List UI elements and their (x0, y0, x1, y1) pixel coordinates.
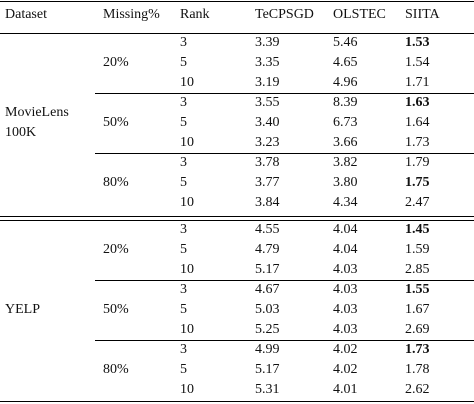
cell-siita: 1.53 (405, 35, 430, 50)
cell-olstec: 4.02 (333, 342, 358, 357)
rule (95, 340, 474, 341)
cell-olstec: 6.73 (333, 115, 358, 130)
cell-tecpsgd: 3.35 (255, 55, 280, 70)
cell-rank: 10 (180, 75, 194, 90)
cell-tecpsgd: 3.40 (255, 115, 280, 130)
cell-olstec: 4.04 (333, 222, 358, 237)
cell-siita: 1.71 (405, 75, 430, 90)
cell-olstec: 5.46 (333, 35, 358, 50)
rule (95, 280, 474, 281)
cell-tecpsgd: 3.78 (255, 155, 280, 170)
cell-tecpsgd: 5.31 (255, 382, 280, 397)
cell-siita: 1.73 (405, 135, 430, 150)
cell-siita: 1.63 (405, 95, 430, 110)
cell-olstec: 4.01 (333, 382, 358, 397)
cell-tecpsgd: 4.99 (255, 342, 280, 357)
cell-rank: 3 (180, 35, 187, 50)
header-cell: Missing% (103, 7, 160, 22)
cell-siita: 1.54 (405, 55, 430, 70)
header-cell: OLSTEC (333, 7, 386, 22)
cell-rank: 3 (180, 155, 187, 170)
cell-rank: 10 (180, 322, 194, 337)
cell-tecpsgd: 4.79 (255, 242, 280, 257)
cell-olstec: 4.03 (333, 322, 358, 337)
cell-olstec: 4.03 (333, 262, 358, 277)
cell-siita: 1.75 (405, 175, 430, 190)
cell-siita: 2.62 (405, 382, 430, 397)
header-cell: SIITA (405, 7, 440, 22)
cell-tecpsgd: 3.84 (255, 195, 280, 210)
header-cell: Dataset (5, 7, 47, 22)
rule (95, 93, 474, 94)
dataset-name: YELP (5, 302, 40, 317)
cell-rank: 10 (180, 195, 194, 210)
cell-olstec: 3.80 (333, 175, 358, 190)
cell-olstec: 8.39 (333, 95, 358, 110)
cell-siita: 2.47 (405, 195, 430, 210)
missing-rate: 20% (103, 55, 129, 70)
rule (0, 216, 474, 217)
cell-rank: 5 (180, 175, 187, 190)
cell-tecpsgd: 3.77 (255, 175, 280, 190)
cell-siita: 1.55 (405, 282, 430, 297)
rule (0, 33, 474, 34)
cell-olstec: 4.65 (333, 55, 358, 70)
missing-rate: 50% (103, 115, 129, 130)
cell-olstec: 3.66 (333, 135, 358, 150)
cell-rank: 5 (180, 362, 187, 377)
cell-siita: 1.79 (405, 155, 430, 170)
cell-olstec: 4.03 (333, 282, 358, 297)
rule (95, 153, 474, 154)
cell-rank: 10 (180, 135, 194, 150)
cell-tecpsgd: 5.17 (255, 262, 280, 277)
cell-siita: 1.73 (405, 342, 430, 357)
rule (0, 1, 474, 2)
missing-rate: 80% (103, 362, 129, 377)
cell-rank: 3 (180, 222, 187, 237)
cell-rank: 5 (180, 302, 187, 317)
cell-tecpsgd: 3.55 (255, 95, 280, 110)
cell-olstec: 3.82 (333, 155, 358, 170)
cell-tecpsgd: 5.03 (255, 302, 280, 317)
cell-olstec: 4.96 (333, 75, 358, 90)
cell-siita: 1.67 (405, 302, 430, 317)
cell-rank: 5 (180, 115, 187, 130)
cell-olstec: 4.04 (333, 242, 358, 257)
cell-rank: 10 (180, 382, 194, 397)
cell-olstec: 4.03 (333, 302, 358, 317)
cell-rank: 5 (180, 242, 187, 257)
cell-tecpsgd: 3.19 (255, 75, 280, 90)
cell-rank: 3 (180, 95, 187, 110)
cell-siita: 1.45 (405, 222, 430, 237)
cell-siita: 2.69 (405, 322, 430, 337)
cell-rank: 5 (180, 55, 187, 70)
header-cell: Rank (180, 7, 210, 22)
cell-tecpsgd: 4.67 (255, 282, 280, 297)
cell-siita: 2.85 (405, 262, 430, 277)
rule (0, 401, 474, 402)
missing-rate: 20% (103, 242, 129, 257)
cell-olstec: 4.34 (333, 195, 358, 210)
cell-siita: 1.64 (405, 115, 430, 130)
missing-rate: 80% (103, 175, 129, 190)
cell-tecpsgd: 4.55 (255, 222, 280, 237)
cell-siita: 1.78 (405, 362, 430, 377)
cell-siita: 1.59 (405, 242, 430, 257)
cell-rank: 3 (180, 282, 187, 297)
missing-rate: 50% (103, 302, 129, 317)
cell-tecpsgd: 3.39 (255, 35, 280, 50)
cell-tecpsgd: 3.23 (255, 135, 280, 150)
dataset-name: 100K (5, 125, 37, 140)
cell-olstec: 4.02 (333, 362, 358, 377)
cell-rank: 3 (180, 342, 187, 357)
rule (0, 220, 474, 221)
cell-tecpsgd: 5.17 (255, 362, 280, 377)
cell-rank: 10 (180, 262, 194, 277)
header-cell: TeCPSGD (255, 7, 314, 22)
dataset-name: MovieLens (5, 105, 69, 120)
cell-tecpsgd: 5.25 (255, 322, 280, 337)
